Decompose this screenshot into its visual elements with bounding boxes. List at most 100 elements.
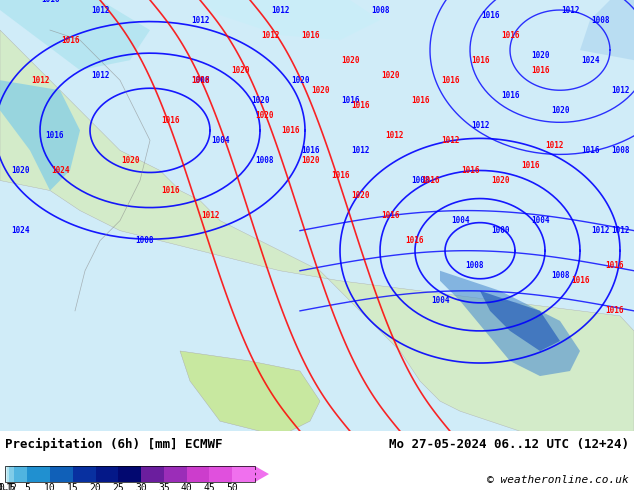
Polygon shape [580,0,634,60]
Text: 1012: 1012 [201,211,219,220]
Text: 30: 30 [135,483,147,490]
Text: 1016: 1016 [605,306,624,316]
Text: Mo 27-05-2024 06..12 UTC (12+24): Mo 27-05-2024 06..12 UTC (12+24) [389,438,629,451]
Text: 15: 15 [67,483,79,490]
Text: 1016: 1016 [61,36,79,45]
Bar [119,466,141,482]
Bar [14,466,27,482]
Text: 1012: 1012 [611,86,630,95]
Polygon shape [440,271,580,376]
Text: 1016: 1016 [441,76,459,85]
Bar [141,466,164,482]
Text: 1020: 1020 [301,156,320,165]
Text: 1016: 1016 [471,56,489,65]
Text: 40: 40 [181,483,193,490]
Text: 1012: 1012 [546,141,564,150]
Text: 1020: 1020 [531,50,549,60]
Text: 1020: 1020 [256,111,275,120]
Text: 1012: 1012 [471,121,489,130]
Bar [186,466,209,482]
Text: 1016: 1016 [461,166,479,175]
Text: 1020: 1020 [231,66,249,74]
Text: 1016: 1016 [581,146,599,155]
Text: 1020: 1020 [340,56,359,65]
Bar [5,466,255,482]
Text: 1008: 1008 [591,16,609,24]
Text: 50: 50 [226,483,238,490]
Text: 1020: 1020 [351,191,369,200]
Text: 1004: 1004 [531,216,549,225]
Text: 1008: 1008 [371,5,389,15]
Text: 1012: 1012 [271,5,289,15]
Text: 1020: 1020 [251,96,269,105]
Text: 1004: 1004 [451,216,469,225]
Text: 1016: 1016 [421,176,439,185]
Text: 0.1: 0.1 [0,483,14,490]
Text: 1024: 1024 [581,56,599,65]
Text: 1012: 1012 [385,131,404,140]
Polygon shape [0,30,634,431]
Text: 1016: 1016 [406,236,424,245]
Text: 1016: 1016 [301,146,320,155]
Text: 0.5: 0.5 [0,483,16,490]
Text: 10: 10 [44,483,56,490]
Text: 1000: 1000 [491,226,509,235]
Text: Precipitation (6h) [mm] ECMWF: Precipitation (6h) [mm] ECMWF [5,438,223,451]
Text: 1016: 1016 [501,91,519,100]
Text: 1012: 1012 [611,226,630,235]
Text: 1016: 1016 [301,30,320,40]
Text: 1008: 1008 [411,176,429,185]
Text: 1012: 1012 [261,30,279,40]
Text: 1016: 1016 [161,186,179,195]
Text: 1008: 1008 [191,76,209,85]
Text: 45: 45 [204,483,216,490]
Text: 1020: 1020 [11,166,29,175]
Text: 1016: 1016 [41,0,59,4]
Text: 1016: 1016 [161,116,179,125]
Text: 1008: 1008 [466,261,484,270]
Text: 35: 35 [158,483,170,490]
Text: 1008: 1008 [551,271,569,280]
Bar [164,466,186,482]
Bar [73,466,96,482]
Text: © weatheronline.co.uk: © weatheronline.co.uk [488,475,629,485]
Text: 25: 25 [112,483,124,490]
Text: 1016: 1016 [411,96,429,105]
Text: 1016: 1016 [46,131,64,140]
Bar [5,466,7,482]
Text: 2: 2 [11,483,16,490]
Text: 1012: 1012 [351,146,369,155]
Bar [7,466,9,482]
Text: 1012: 1012 [31,76,49,85]
Text: 1016: 1016 [531,66,549,74]
Text: 1016: 1016 [191,76,209,85]
Text: 1012: 1012 [560,5,579,15]
Text: 1012: 1012 [441,136,459,145]
Text: 1012: 1012 [91,71,109,80]
Text: 1016: 1016 [481,11,499,20]
Text: 1004: 1004 [430,296,450,305]
Polygon shape [480,291,560,351]
Text: 1016: 1016 [521,161,540,170]
Polygon shape [255,466,269,482]
Bar [96,466,119,482]
Polygon shape [0,0,150,70]
Text: 1016: 1016 [281,126,299,135]
Text: 1020: 1020 [551,106,569,115]
Polygon shape [180,351,320,431]
Text: 1016: 1016 [501,30,519,40]
Text: 1016: 1016 [331,171,349,180]
Text: 1020: 1020 [120,156,139,165]
Polygon shape [0,80,80,191]
Text: 1008: 1008 [256,156,275,165]
Text: 1008: 1008 [136,236,154,245]
Text: 1020: 1020 [491,176,509,185]
Text: 1024: 1024 [51,166,69,175]
Text: 1024: 1024 [11,226,29,235]
Text: 1020: 1020 [311,86,329,95]
Bar [50,466,73,482]
Text: 1004: 1004 [210,136,230,145]
Text: 1020: 1020 [291,76,309,85]
Polygon shape [200,0,380,40]
Text: 1016: 1016 [340,96,359,105]
